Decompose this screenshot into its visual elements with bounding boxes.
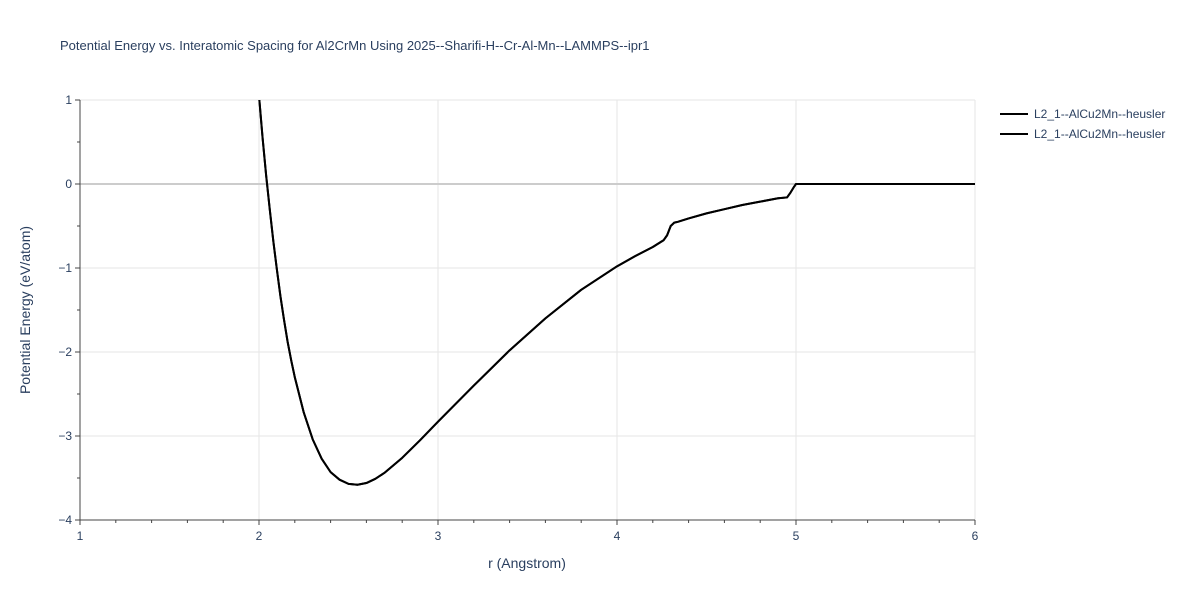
y-tick-label: −2 — [58, 345, 72, 359]
legend-item-2[interactable]: L2_1--AlCu2Mn--heusler — [1000, 127, 1165, 141]
y-tick-label: 0 — [65, 177, 72, 191]
legend[interactable]: L2_1--AlCu2Mn--heusler L2_1--AlCu2Mn--heu… — [1000, 107, 1165, 141]
legend-label: L2_1--AlCu2Mn--heusler — [1034, 107, 1165, 121]
y-tick-label: −4 — [58, 513, 72, 527]
tick-labels: 1 2 3 4 5 6 1 0 −1 −2 −3 −4 — [58, 93, 978, 543]
y-tick-label: −3 — [58, 429, 72, 443]
legend-item-1[interactable]: L2_1--AlCu2Mn--heusler — [1000, 107, 1165, 121]
series-line-2 — [258, 100, 975, 486]
x-tick-label: 6 — [972, 529, 979, 543]
x-tick-label: 3 — [435, 529, 442, 543]
plot-area[interactable] — [258, 96, 975, 486]
x-tick-label: 2 — [256, 529, 263, 543]
chart-title: Potential Energy vs. Interatomic Spacing… — [60, 38, 650, 53]
x-tick-label: 1 — [77, 529, 84, 543]
y-axis-title: Potential Energy (eV/atom) — [17, 226, 33, 394]
y-tick-label: −1 — [58, 261, 72, 275]
x-tick-label: 5 — [793, 529, 800, 543]
axes — [75, 99, 976, 525]
legend-label: L2_1--AlCu2Mn--heusler — [1034, 127, 1165, 141]
x-tick-label: 4 — [614, 529, 621, 543]
x-axis-title: r (Angstrom) — [488, 555, 566, 571]
y-tick-label: 1 — [65, 93, 72, 107]
grid — [80, 99, 976, 520]
